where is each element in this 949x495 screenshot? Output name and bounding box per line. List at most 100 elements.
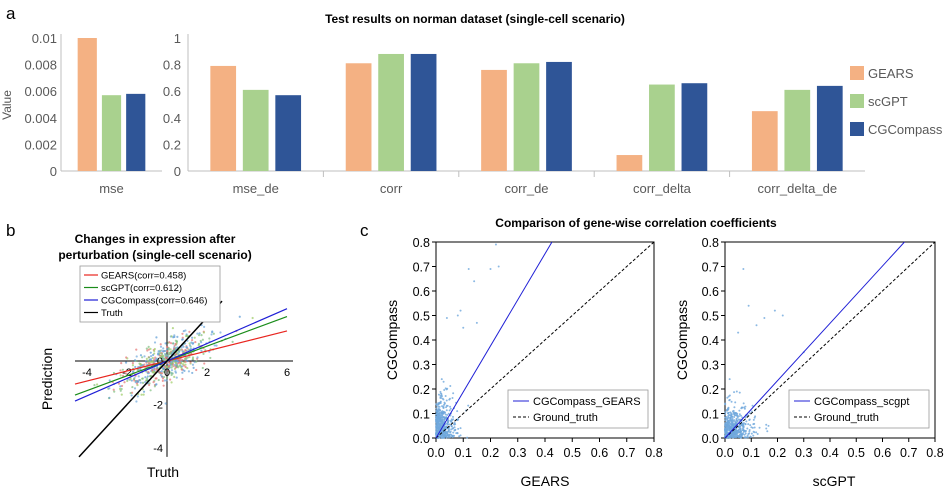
scatter-point xyxy=(738,413,741,416)
chart-c2-ytick-label: 0.6 xyxy=(702,285,719,299)
chart-c1-xtick-label: 0.1 xyxy=(455,446,472,460)
scatter-point xyxy=(149,389,152,392)
scatter-point xyxy=(735,432,738,435)
scatter-point xyxy=(124,361,128,364)
chart-c1-xtick-label: 0.2 xyxy=(482,446,499,460)
scatter-point xyxy=(120,384,124,388)
scatter-point xyxy=(445,409,448,412)
scatter-point xyxy=(752,423,755,426)
chart-c2-ytick-label: 0.1 xyxy=(702,408,719,422)
scatter-point xyxy=(163,379,166,382)
legend-swatch-cgcompass xyxy=(850,122,864,136)
scatter-point xyxy=(741,422,744,425)
scatter-point xyxy=(108,379,111,382)
scatter-point xyxy=(729,411,732,414)
scatter-point xyxy=(438,435,441,438)
scatter-point xyxy=(737,331,740,334)
scatter-point xyxy=(737,415,740,418)
chart-c2-ytick-label: 0.2 xyxy=(702,383,719,397)
chart-c2-xtick-label: 0.4 xyxy=(821,446,838,460)
chart-a-ytick-label: 0.4 xyxy=(163,111,181,126)
scatter-point xyxy=(159,343,162,346)
scatter-point xyxy=(150,355,153,358)
scatter-point xyxy=(730,400,733,403)
scatter-point xyxy=(744,416,747,419)
chart-a-category-label: corr_delta xyxy=(633,181,692,196)
scatter-point xyxy=(166,350,169,353)
scatter-point xyxy=(441,419,444,422)
chart-c1-legend-label: CGCompass_GEARS xyxy=(533,396,641,408)
bar-cgcompass-mse_de xyxy=(275,95,302,171)
scatter-point xyxy=(442,434,445,437)
scatter-point xyxy=(170,381,173,384)
chart-b-legend-box xyxy=(79,265,221,323)
scatter-point xyxy=(773,309,776,312)
scatter-point xyxy=(151,356,154,360)
scatter-point xyxy=(744,432,747,435)
scatter-point xyxy=(162,350,165,353)
scatter-point xyxy=(171,342,175,345)
scatter-point xyxy=(152,370,155,373)
scatter-point xyxy=(435,420,438,423)
chart-a-ytick-label: 0.002 xyxy=(24,137,57,152)
scatter-point xyxy=(731,417,734,420)
scatter-point xyxy=(180,365,184,368)
scatter-point xyxy=(197,334,201,337)
scatter-point xyxy=(724,434,727,437)
chart-b-line-scgpt xyxy=(74,315,288,396)
scatter-point xyxy=(146,375,149,378)
scatter-point xyxy=(155,383,158,386)
scatter-point xyxy=(153,341,157,344)
scatter-point xyxy=(444,395,447,398)
bar-cgcompass-corr_de xyxy=(546,61,572,171)
scatter-point xyxy=(439,396,442,399)
scatter-point xyxy=(130,394,133,397)
scatter-point xyxy=(724,411,727,414)
scatter-point xyxy=(93,384,96,387)
scatter-point xyxy=(450,425,453,428)
scatter-point xyxy=(439,402,442,405)
bar-gears-corr xyxy=(345,63,372,171)
scatter-point xyxy=(452,392,455,395)
scatter-point xyxy=(436,432,439,435)
scatter-point xyxy=(177,362,180,365)
bar-scgpt-corr_delta xyxy=(649,84,675,171)
scatter-point xyxy=(170,366,173,369)
bar-scgpt-corr_delta_de xyxy=(784,89,811,171)
scatter-point xyxy=(133,387,137,390)
panel-label-b: b xyxy=(6,221,15,240)
scatter-point xyxy=(184,365,187,369)
scatter-point xyxy=(740,406,743,409)
scatter-point xyxy=(108,396,111,399)
chart-a-title: Test results on norman dataset (single-c… xyxy=(325,12,625,26)
scatter-point xyxy=(726,436,729,439)
chart-c2-ytick-label: 0.3 xyxy=(702,359,719,373)
scatter-point xyxy=(181,371,184,374)
scatter-point xyxy=(149,351,152,354)
scatter-point xyxy=(183,369,186,372)
scatter-point xyxy=(458,435,461,438)
scatter-point xyxy=(202,325,206,328)
chart-c1-ytick-label: 0.5 xyxy=(413,310,430,324)
chart-a-category-label: mse xyxy=(99,181,124,196)
scatter-point xyxy=(746,434,749,437)
chart-a-ytick-label: 0 xyxy=(174,164,181,179)
scatter-point xyxy=(748,418,751,421)
scatter-point xyxy=(169,378,172,381)
scatter-point xyxy=(443,402,446,405)
bar-gears-mse_de xyxy=(210,65,237,171)
chart-b-line-gears xyxy=(74,330,288,385)
scatter-point xyxy=(197,342,201,346)
scatter-point xyxy=(169,351,172,354)
chart-a-category-label: mse_de xyxy=(233,181,279,196)
scatter-point xyxy=(159,373,162,377)
chart-c2-legend-label: Ground_truth xyxy=(814,412,879,424)
scatter-point xyxy=(187,370,191,373)
scatter-point xyxy=(174,353,178,356)
chart-c2-plot: 0.00.0 0.1 0.1 0.2 0.2 0.3 0.3 0.4 0.4 0.5 0.5 0.6 0… xyxy=(702,236,944,460)
chart-a-ytick-label: 0.2 xyxy=(163,137,181,152)
scatter-point xyxy=(439,390,442,393)
scatter-point xyxy=(162,384,165,387)
scatter-point xyxy=(172,347,176,350)
scatter-point xyxy=(140,393,143,396)
